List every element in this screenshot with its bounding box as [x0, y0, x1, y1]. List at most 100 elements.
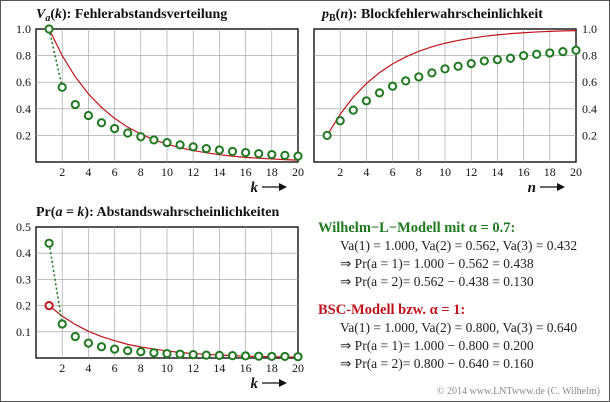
x-tick-label: 6 [390, 165, 396, 179]
x-tick-label: 16 [240, 361, 252, 375]
data-point-wilhelm [453, 61, 463, 71]
data-point-wilhelm [571, 45, 581, 55]
chart-blockfehlerwahrscheinlichkeit: 2 4 6 8 10 12 14 16 18 20 0.2 0.4 0.6 0.8 1.0 n [313, 22, 597, 196]
data-point-wilhelm [136, 347, 146, 357]
y-tick-label: 0.4 [16, 246, 31, 260]
data-point-wilhelm [123, 346, 133, 356]
data-point-wilhelm [110, 123, 120, 134]
x-tick-label: 4 [85, 361, 91, 375]
dotted-connector [48, 243, 63, 325]
annotation-bsc-line-1: Va(1) = 1.000, Va(2) = 0.800, Va(3) = 0.… [340, 320, 577, 335]
data-point-wilhelm [479, 56, 489, 66]
chart-fehlerabstandsverteilung: 2 4 6 8 10 12 14 16 18 20 0.2 0.4 0.6 0.8 1.0 k [16, 22, 304, 196]
data-point-wilhelm [175, 140, 185, 150]
x-tick-label: 6 [112, 361, 118, 375]
y-tick-label: 0.2 [582, 128, 597, 142]
data-point-wilhelm [83, 110, 94, 121]
x-tick-label: 18 [266, 361, 278, 375]
data-point-wilhelm [70, 331, 80, 342]
data-point-wilhelm [254, 149, 264, 159]
data-point-wilhelm [267, 351, 277, 362]
y-tick-label: 0.8 [16, 49, 31, 63]
y-tick-label: 1.0 [16, 22, 31, 36]
annotation-wilhelm-line-2: ⇒ Pr(a = 1)= 1.000 − 0.562 = 0.438 [340, 256, 534, 271]
data-point-wilhelm [414, 72, 424, 82]
data-point-wilhelm [227, 351, 238, 361]
data-point-wilhelm [162, 137, 172, 148]
data-point-wilhelm [335, 116, 345, 126]
x-tick-label: 18 [266, 165, 278, 179]
data-point-wilhelm [175, 349, 185, 359]
data-point-wilhelm [361, 96, 371, 106]
data-point-wilhelm [401, 76, 411, 86]
y-tick-label: 0.1 [16, 325, 31, 339]
data-point-wilhelm [348, 105, 358, 115]
annotation-wilhelm-line-3: ⇒ Pr(a = 2)= 0.562 − 0.438 = 0.130 [340, 274, 534, 289]
data-point-wilhelm [201, 350, 211, 360]
data-point-wilhelm [96, 342, 107, 352]
annotation-bsc-line-3: ⇒ Pr(a = 2)= 0.800 − 0.640 = 0.160 [340, 356, 534, 371]
chart-title-pb: pB(n): Blockfehlerwahrscheinlichkeit [321, 7, 543, 24]
chart-title-va: Va(k): Fehlerabstandsverteilung [36, 7, 227, 24]
x-tick-label: 20 [570, 165, 582, 179]
data-point-wilhelm [83, 338, 94, 348]
data-point-wilhelm [96, 118, 107, 128]
data-point-wilhelm [44, 24, 54, 34]
x-tick-label: 20 [292, 361, 304, 375]
y-tick-label: 0.3 [16, 272, 31, 286]
x-tick-label: 12 [187, 165, 199, 179]
data-point-wilhelm [136, 132, 146, 142]
data-point-wilhelm [214, 350, 224, 360]
data-point-wilhelm [123, 128, 133, 138]
data-point-wilhelm [322, 130, 332, 140]
annotation-wilhelm-heading: Wilhelm−L−Modell mit α = 0.7: [318, 220, 515, 236]
series-line-bsc [326, 29, 577, 136]
x-tick-label: 2 [59, 165, 65, 179]
chart-abstandswahrscheinlichkeiten: 2 4 6 8 10 12 14 16 18 20 0.1 0.2 0.3 0.4 0.5 k [16, 220, 304, 392]
data-point-wilhelm [388, 81, 398, 91]
data-point-wilhelm [241, 351, 251, 361]
data-point-wilhelm [44, 238, 54, 248]
copyright-note: © 2014 www.LNTwww.de (C. Wilhelm) [437, 386, 600, 397]
y-tick-label: 0.4 [16, 102, 31, 116]
data-point-wilhelm [532, 49, 542, 59]
annotation-bsc-heading: BSC-Modell bzw. α = 1: [318, 302, 465, 318]
x-tick-label: 4 [85, 165, 91, 179]
y-tick-label: 0.5 [16, 220, 31, 234]
x-tick-label: 8 [138, 165, 144, 179]
x-tick-label: 14 [491, 165, 503, 179]
x-tick-label: 14 [213, 165, 225, 179]
data-point-wilhelm [545, 48, 555, 58]
chart-title-pr: Pr(a = k): Abstandswahrscheinlichkeiten [36, 205, 279, 220]
data-point-wilhelm [519, 51, 529, 61]
data-point-wilhelm [70, 99, 80, 110]
data-point-wilhelm [57, 319, 67, 329]
x-tick-label: 10 [161, 165, 173, 179]
data-point-wilhelm [162, 348, 172, 359]
x-tick-label: 20 [292, 165, 304, 179]
y-tick-label: 0.2 [16, 299, 31, 313]
x-tick-label: 16 [518, 165, 530, 179]
data-point-wilhelm [188, 349, 198, 360]
x-tick-label: 10 [439, 165, 451, 179]
x-tick-label: 12 [187, 361, 199, 375]
data-point-wilhelm [149, 135, 159, 145]
data-point-wilhelm [201, 143, 211, 154]
x-axis-label: n [528, 180, 536, 196]
data-point-wilhelm [227, 146, 238, 156]
x-tick-label: 12 [465, 165, 477, 179]
y-tick-label: 0.8 [582, 49, 597, 63]
data-point-wilhelm [254, 351, 264, 361]
data-point-wilhelm [427, 68, 437, 78]
series-line-bsc [48, 28, 299, 161]
data-point-wilhelm [466, 58, 476, 69]
y-tick-label: 0.6 [582, 75, 597, 89]
y-tick-label: 1.0 [582, 22, 597, 36]
x-tick-label: 16 [240, 165, 252, 179]
y-tick-label: 0.4 [582, 102, 597, 116]
x-axis-arrowhead [557, 183, 565, 191]
x-tick-label: 6 [112, 165, 118, 179]
annotation-bsc-line-2: ⇒ Pr(a = 1)= 1.000 − 0.800 = 0.200 [340, 338, 534, 353]
